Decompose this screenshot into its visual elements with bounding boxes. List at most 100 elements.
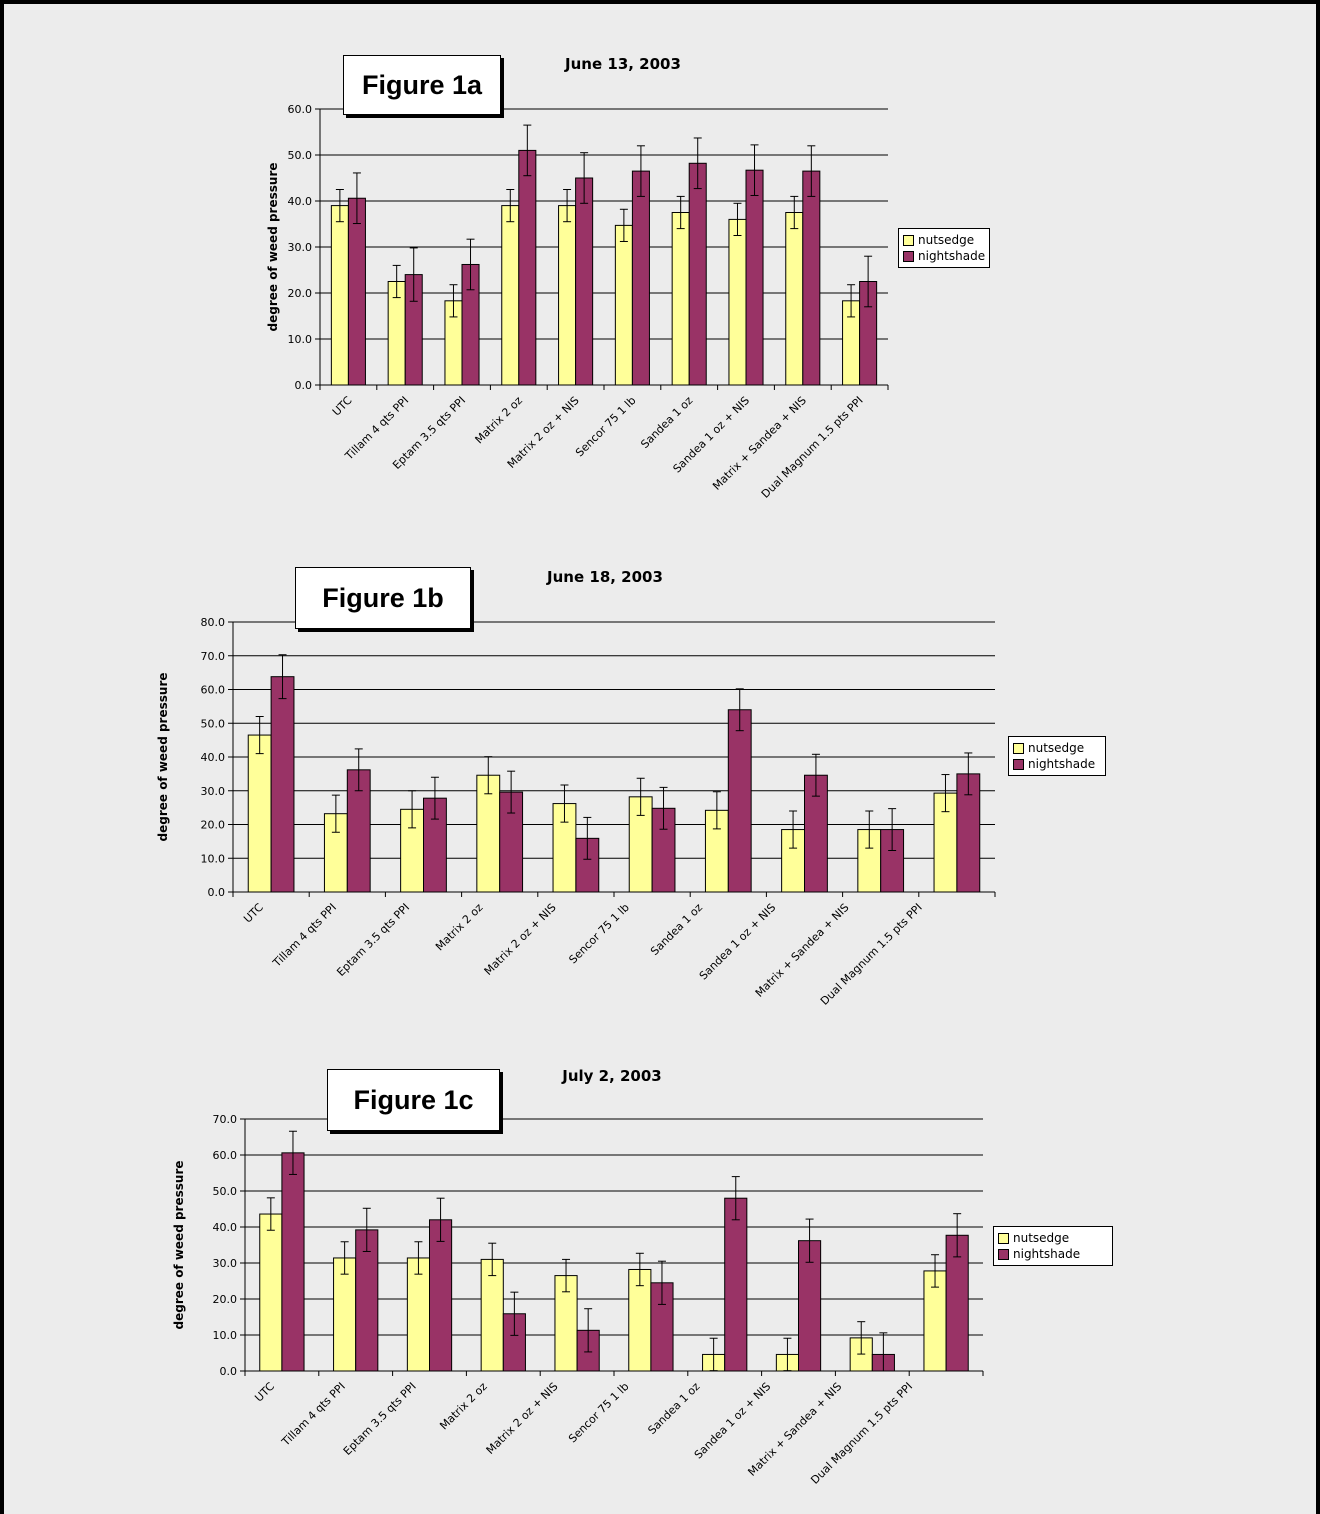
chart-b-legend: nutsedge nightshade xyxy=(1008,736,1106,776)
y-axis-label: degree of weed pressure xyxy=(266,163,280,332)
bar-nutsedge xyxy=(330,205,349,386)
x-tick-label: Sencor 75 1 lb xyxy=(566,901,631,966)
y-axis-label: degree of weed pressure xyxy=(156,673,170,842)
bar-nightshade xyxy=(727,709,752,893)
bar-nightshade xyxy=(347,197,366,386)
bar-nutsedge xyxy=(406,1257,430,1372)
legend-label-nightshade: nightshade xyxy=(1013,1247,1081,1261)
nightshade-swatch xyxy=(903,250,914,262)
legend-label-nutsedge: nutsedge xyxy=(1028,741,1085,755)
x-tick-label: Tillam 4 qts PPI xyxy=(270,901,339,970)
bar-nightshade xyxy=(745,169,764,386)
bar-nutsedge xyxy=(728,218,747,386)
legend-item-nightshade: nightshade xyxy=(1013,756,1101,772)
chart-c-legend: nutsedge nightshade xyxy=(993,1226,1113,1266)
y-tick-label: 10.0 xyxy=(288,333,313,346)
legend-item-nutsedge: nutsedge xyxy=(998,1230,1108,1246)
bar-nightshade xyxy=(724,1197,748,1372)
x-tick-label: Matrix 2 oz xyxy=(437,1380,490,1433)
y-tick-label: 30.0 xyxy=(288,241,313,254)
x-tick-label: Sandea 1 oz xyxy=(638,394,695,451)
y-tick-label: 60.0 xyxy=(288,103,313,116)
x-tick-label: UTC xyxy=(330,394,355,419)
y-tick-label: 10.0 xyxy=(201,852,226,865)
figure-1c-label: Figure 1c xyxy=(327,1069,500,1131)
y-tick-label: 50.0 xyxy=(288,149,313,162)
bar-nutsedge xyxy=(614,224,633,386)
chart-c: July 2, 2003 0.0 10.0 20.0 30.0 40.0 50.0 60.0 7… xyxy=(172,1067,984,1487)
chart-a: June 13, 2003 0.0 10.0 20.0 30.0 40.0 50.0 60.0… xyxy=(266,55,889,501)
nutsedge-swatch xyxy=(1013,742,1024,754)
y-tick-label: 0.0 xyxy=(208,886,226,899)
y-tick-label: 20.0 xyxy=(201,819,226,832)
y-tick-label: 0.0 xyxy=(220,1365,238,1378)
y-tick-label: 60.0 xyxy=(213,1149,238,1162)
nightshade-swatch xyxy=(998,1248,1009,1260)
y-tick-label: 50.0 xyxy=(201,717,226,730)
bar-nutsedge xyxy=(671,212,690,386)
bar-nightshade xyxy=(281,1152,305,1372)
bar-nutsedge xyxy=(259,1213,283,1372)
bar-nutsedge xyxy=(558,205,577,386)
nutsedge-swatch xyxy=(998,1232,1009,1244)
y-tick-label: 20.0 xyxy=(213,1293,238,1306)
figure-1a-label: Figure 1a xyxy=(343,55,501,115)
y-tick-label: 40.0 xyxy=(213,1221,238,1234)
legend-label-nutsedge: nutsedge xyxy=(1013,1231,1070,1245)
y-tick-label: 0.0 xyxy=(295,379,313,392)
legend-item-nutsedge: nutsedge xyxy=(903,232,985,248)
y-tick-label: 10.0 xyxy=(213,1329,238,1342)
y-tick-label: 40.0 xyxy=(201,751,226,764)
bar-nutsedge xyxy=(480,1258,504,1372)
x-tick-label: Sandea 1 oz xyxy=(645,1380,702,1437)
x-tick-label: Matrix + Sandea + NIS xyxy=(710,394,809,493)
bar-nightshade xyxy=(270,676,295,893)
x-tick-label: UTC xyxy=(241,901,266,926)
bar-nutsedge xyxy=(501,205,520,386)
x-tick-label: Eptam 3.5 qts PPI xyxy=(334,901,412,979)
y-tick-label: 80.0 xyxy=(201,616,226,629)
x-tick-label: Sencor 75 1 lb xyxy=(573,394,638,459)
bar-nightshade xyxy=(518,149,537,386)
legend-label-nightshade: nightshade xyxy=(1028,757,1096,771)
y-tick-label: 30.0 xyxy=(201,785,226,798)
x-tick-label: Sandea 1 oz + NIS xyxy=(692,1380,774,1462)
bar-nightshade xyxy=(575,177,594,386)
chart-b: June 18, 2003 0.0 10.0 20.0 30.0 40.0 50.0 60.0… xyxy=(156,568,996,1008)
legend-label-nutsedge: nutsedge xyxy=(918,233,975,247)
y-tick-label: 20.0 xyxy=(288,287,313,300)
legend-item-nightshade: nightshade xyxy=(998,1246,1108,1262)
bar-nutsedge xyxy=(247,734,272,893)
chart-title: June 18, 2003 xyxy=(546,568,663,586)
y-tick-label: 40.0 xyxy=(288,195,313,208)
legend-item-nightshade: nightshade xyxy=(903,248,985,264)
nightshade-swatch xyxy=(1013,758,1024,770)
x-tick-label: Sencor 75 1 lb xyxy=(566,1380,631,1445)
y-tick-label: 30.0 xyxy=(213,1257,238,1270)
chart-title: June 13, 2003 xyxy=(564,55,681,73)
x-tick-label: Sandea 1 oz + NIS xyxy=(697,901,779,983)
bar-nutsedge xyxy=(333,1257,357,1372)
bar-nutsedge xyxy=(785,212,804,386)
x-tick-label: Tillam 4 qts PPI xyxy=(279,1380,348,1449)
x-tick-label: Matrix 2 oz + NIS xyxy=(482,901,559,978)
x-tick-label: Sandea 1 oz xyxy=(648,901,705,958)
chart-title: July 2, 2003 xyxy=(561,1067,662,1085)
chart-a-legend: nutsedge nightshade xyxy=(898,228,990,268)
x-tick-label: Matrix 2 oz + NIS xyxy=(484,1380,561,1457)
bar-nightshade xyxy=(802,170,821,386)
legend-label-nightshade: nightshade xyxy=(918,249,986,263)
nutsedge-swatch xyxy=(903,234,914,246)
figure-1b-label: Figure 1b xyxy=(295,567,471,629)
y-tick-label: 50.0 xyxy=(213,1185,238,1198)
bar-nightshade xyxy=(631,170,650,386)
bar-nightshade xyxy=(688,162,707,386)
x-tick-label: Eptam 3.5 qts PPI xyxy=(341,1380,419,1458)
y-tick-label: 60.0 xyxy=(201,684,226,697)
legend-item-nutsedge: nutsedge xyxy=(1013,740,1101,756)
x-tick-label: Dual Magnum 1.5 pts PPI xyxy=(759,394,866,501)
y-axis-label: degree of weed pressure xyxy=(172,1161,186,1330)
y-tick-label: 70.0 xyxy=(213,1113,238,1126)
x-tick-label: UTC xyxy=(252,1380,277,1405)
